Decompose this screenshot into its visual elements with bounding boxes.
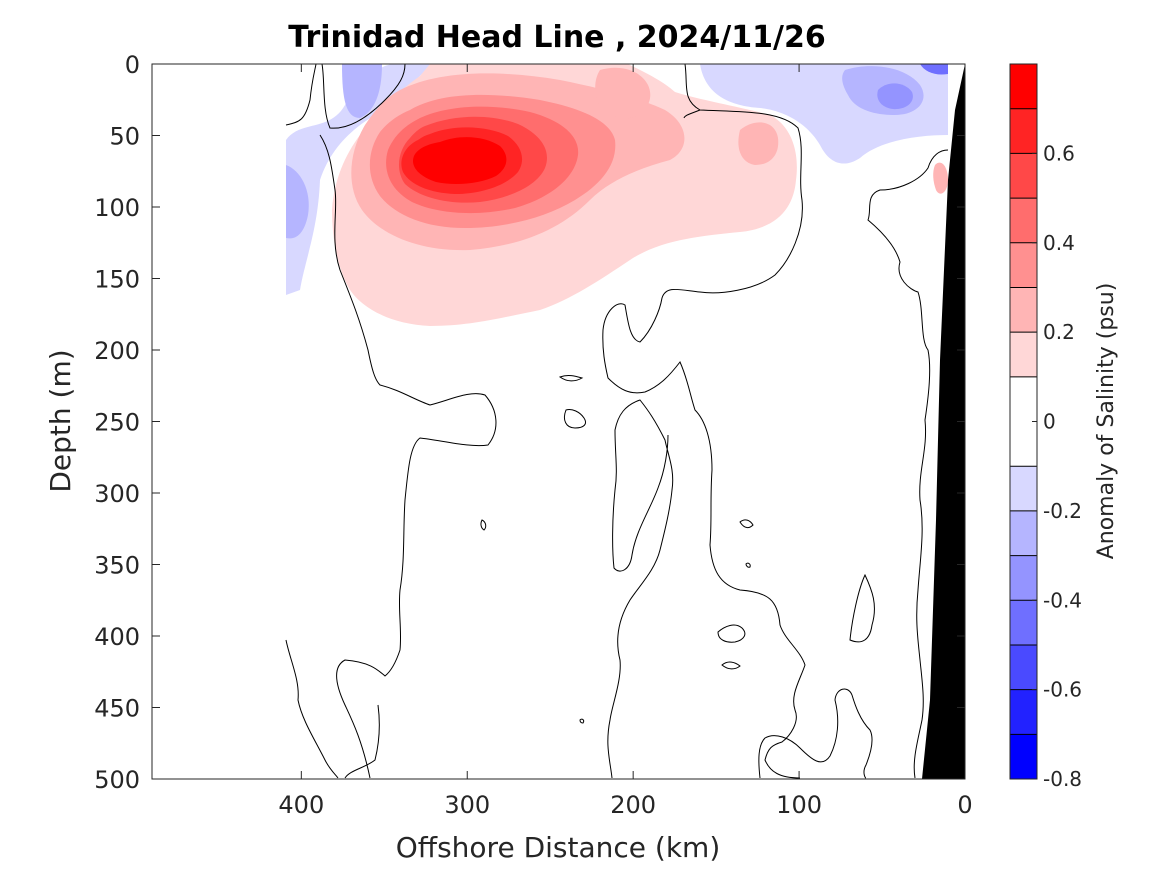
colorbar-tick-label: 0.6 xyxy=(1043,141,1075,165)
colorbar-band xyxy=(1010,466,1037,511)
colorbar-tick-label: -0.2 xyxy=(1043,499,1082,523)
y-tick-label: 50 xyxy=(109,123,140,151)
colorbar-band xyxy=(1010,287,1037,333)
colorbar-band xyxy=(1010,644,1037,690)
land-mask xyxy=(922,64,965,779)
negative-anomaly-region xyxy=(286,64,948,295)
y-tick-label: 0 xyxy=(125,51,140,79)
x-tick-label: 300 xyxy=(444,791,490,819)
colorbar-band xyxy=(1010,734,1037,779)
contour-lines xyxy=(285,64,949,779)
y-tick-label: 300 xyxy=(94,480,140,508)
x-axis: 400 300 200 100 0 xyxy=(278,64,973,819)
colorbar-band xyxy=(1010,242,1037,288)
colorbar-tick-label: 0 xyxy=(1043,410,1056,434)
y-tick-label: 350 xyxy=(94,552,140,580)
x-tick-label: 200 xyxy=(610,791,656,819)
colorbar-band xyxy=(1010,510,1037,556)
y-axis-label: Depth (m) xyxy=(44,349,77,492)
y-tick-label: 200 xyxy=(94,337,140,365)
colorbar-band xyxy=(1010,64,1037,109)
y-axis: 0 50 100 150 200 250 300 350 400 450 500 xyxy=(94,51,965,794)
plot-area xyxy=(285,64,965,779)
colorbar-band xyxy=(1010,108,1037,154)
colorbar-band xyxy=(1010,555,1037,601)
colorbar-label: Anomaly of Salinity (psu) xyxy=(1094,283,1119,560)
colorbar-band xyxy=(1010,600,1037,645)
y-tick-label: 100 xyxy=(94,194,140,222)
x-tick-label: 400 xyxy=(278,791,324,819)
colorbar: -0.8 -0.6 -0.4 -0.2 0 0.2 0.4 0.6 xyxy=(1009,63,1082,791)
y-tick-label: 400 xyxy=(94,623,140,651)
colorbar-band xyxy=(1010,689,1037,735)
y-tick-label: 450 xyxy=(94,695,140,723)
chart-title: Trinidad Head Line , 2024/11/26 xyxy=(288,20,825,55)
colorbar-tick-label: -0.6 xyxy=(1043,678,1082,702)
positive-anomaly-region xyxy=(332,64,948,326)
x-tick-label: 0 xyxy=(957,791,972,819)
colorbar-band xyxy=(1010,198,1037,243)
colorbar-tick-label: -0.4 xyxy=(1043,588,1082,612)
y-tick-label: 250 xyxy=(94,409,140,437)
x-tick-label: 100 xyxy=(776,791,822,819)
colorbar-band xyxy=(1010,153,1037,199)
colorbar-tick-label: -0.8 xyxy=(1043,767,1082,791)
y-tick-label: 150 xyxy=(94,266,140,294)
colorbar-tick-label: 0.2 xyxy=(1043,320,1075,344)
colorbar-tick-label: 0.4 xyxy=(1043,231,1075,255)
x-axis-label: Offshore Distance (km) xyxy=(396,831,721,864)
colorbar-band xyxy=(1010,332,1037,377)
y-tick-label: 500 xyxy=(94,766,140,794)
